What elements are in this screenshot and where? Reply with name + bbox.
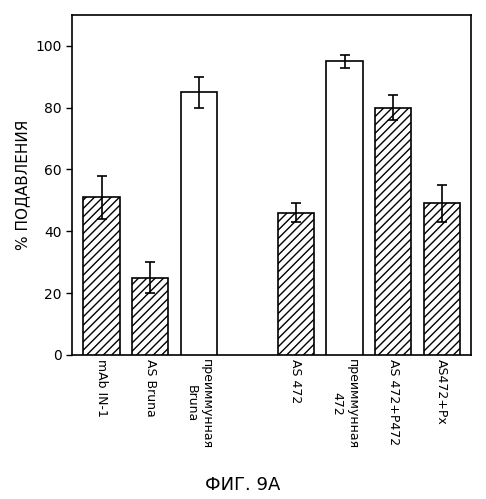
Bar	[180, 92, 217, 355]
Bar	[424, 204, 460, 355]
Y-axis label: % ПОДАВЛЕНИЯ: % ПОДАВЛЕНИЯ	[15, 120, 30, 250]
Bar	[327, 61, 363, 355]
Text: ФИГ. 9A: ФИГ. 9A	[205, 476, 281, 494]
Bar	[83, 197, 120, 355]
Bar	[278, 213, 314, 355]
Bar	[132, 277, 168, 355]
Bar	[375, 108, 412, 355]
